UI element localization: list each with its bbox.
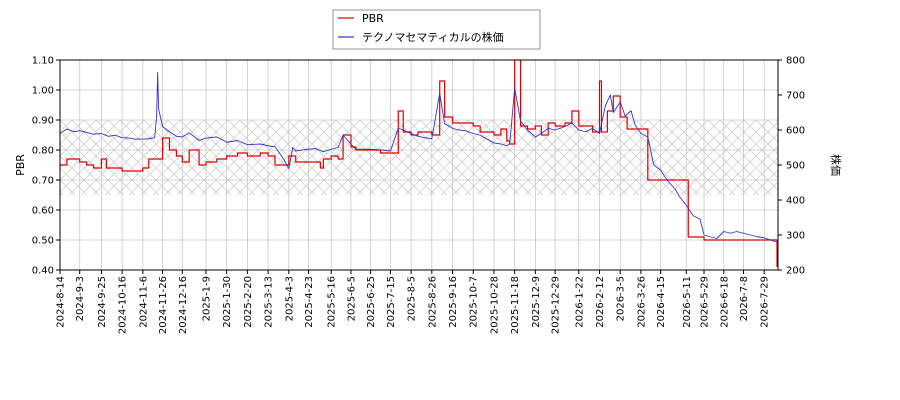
- x-tick-label: 2025-9-16: [448, 276, 459, 328]
- y-left-tick-label: 0.60: [32, 206, 54, 217]
- y-right-tick-label: 500: [786, 161, 805, 172]
- legend-label-pbr: PBR: [362, 12, 384, 25]
- x-tick-label: 2025-1-30: [222, 276, 233, 328]
- x-tick-label: 2025-8-5: [407, 276, 418, 321]
- x-tick-label: 2025-6-25: [366, 276, 377, 328]
- series-line-pbr: [60, 60, 778, 267]
- x-tick-label: 2024-11-6: [138, 276, 149, 328]
- x-tick-label: 2024-9-3: [75, 276, 86, 321]
- x-tick-label: 2025-12-29: [551, 276, 562, 334]
- y-right-tick-label: 400: [786, 196, 805, 207]
- y-left-tick-label: 0.80: [32, 146, 54, 157]
- x-tick-label: 2025-10-7: [469, 276, 480, 328]
- x-tick-label: 2025-6-5: [346, 276, 357, 321]
- legend-label-price: テクノマセマティカルの株価: [362, 30, 504, 44]
- x-tick-label: 2025-7-15: [386, 276, 397, 328]
- x-tick-label: 2026-5-11: [682, 276, 693, 328]
- y-right-tick-label: 600: [786, 126, 805, 137]
- x-tick-label: 2025-3-13: [264, 276, 275, 328]
- series-line-price: [60, 71, 778, 243]
- y-left-axis-title: PBR: [14, 154, 27, 176]
- x-tick-label: 2025-8-26: [427, 276, 438, 328]
- x-tick-label: 2024-12-16: [178, 276, 189, 334]
- x-tick-label: 2024-11-26: [158, 276, 169, 334]
- y-right-tick-label: 200: [786, 266, 805, 277]
- x-tick-label: 2026-7-8: [739, 276, 750, 321]
- y-left-tick-label: 1.10: [32, 56, 54, 67]
- x-tick-label: 2025-1-9: [201, 276, 212, 321]
- legend: PBR テクノマセマティカルの株価: [332, 9, 541, 50]
- y-left-tick-label: 0.90: [32, 116, 54, 127]
- x-tick-label: 2025-11-18: [510, 276, 521, 334]
- x-tick-label: 2025-10-28: [489, 276, 500, 334]
- legend-box: [332, 9, 541, 50]
- x-tick-label: 2025-4-3: [284, 276, 295, 321]
- x-tick-label: 2026-6-18: [719, 276, 730, 328]
- series-layer: [60, 60, 778, 267]
- y-left-tick-label: 0.70: [32, 176, 54, 187]
- axes: 0.40 0.50 0.60 0.70 0.80 0.90 1.00 1.10 200 300 40…: [32, 56, 805, 335]
- y-left-tick-label: 1.00: [32, 86, 54, 97]
- y-right-axis-title: 株価: [829, 154, 843, 176]
- y-right-tick-label: 700: [786, 91, 805, 102]
- y-left-tick-label: 0.40: [32, 266, 54, 277]
- y-right-tick-label: 300: [786, 231, 805, 242]
- x-tick-label: 2024-9-25: [97, 276, 108, 328]
- x-tick-label: 2024-8-14: [56, 276, 67, 328]
- x-tick-label: 2026-1-22: [574, 276, 585, 328]
- x-tick-label: 2024-10-16: [118, 276, 129, 334]
- x-tick-label: 2026-7-29: [760, 276, 771, 328]
- y-left-tick-label: 0.50: [32, 236, 54, 247]
- x-tick-label: 2025-4-23: [304, 276, 315, 328]
- x-tick-label: 2025-5-16: [327, 276, 338, 328]
- x-tick-label: 2025-2-20: [243, 276, 254, 328]
- x-tick-label: 2026-5-29: [700, 276, 711, 328]
- x-tick-label: 2026-3-5: [616, 276, 627, 321]
- x-tick-label: 2025-12-9: [531, 276, 542, 328]
- x-tick-label: 2026-3-26: [636, 276, 647, 328]
- y-right-tick-label: 800: [786, 56, 805, 67]
- x-tick-label: 2026-4-15: [656, 276, 667, 328]
- x-tick-label: 2026-2-12: [595, 276, 606, 328]
